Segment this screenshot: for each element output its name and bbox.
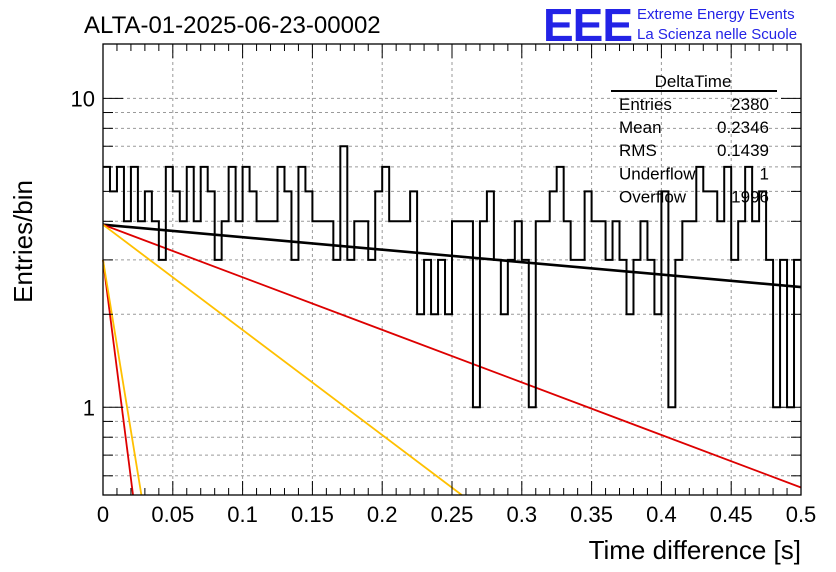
fit-line-red xyxy=(102,223,802,489)
x-tick-label: 0 xyxy=(97,502,109,527)
stats-row-label: RMS xyxy=(619,141,657,160)
stats-box-rows: Entries 2380 Mean 0.2346 RMS 0.1439 Underflow 1… xyxy=(619,95,769,206)
fit-line-yellow xyxy=(102,223,463,496)
stats-box: DeltaTime Entries 2380 Mean 0.2346 RMS 0.1439… xyxy=(611,72,777,206)
run-title: ALTA-01-2025-06-23-00002 xyxy=(84,12,381,39)
axis-ticks xyxy=(102,44,802,495)
y-axis-label: Entries/bin xyxy=(8,180,38,303)
stats-row-label: Overflow xyxy=(619,187,687,206)
fit-line-red xyxy=(102,259,134,496)
x-tick-label: 0.3 xyxy=(507,502,538,527)
x-tick-labels: 0 0.05 0.1 0.15 0.2 0.25 0.3 0.35 0.4 0.45 0.5 xyxy=(97,502,816,527)
stats-box-title: DeltaTime xyxy=(655,72,732,91)
histogram xyxy=(103,145,801,409)
stats-row-value: 1996 xyxy=(731,187,769,206)
logo-line-2: La Scienza nelle Scuole xyxy=(637,26,797,43)
x-tick-label: 0.25 xyxy=(431,502,474,527)
x-tick-label: 0.4 xyxy=(646,502,677,527)
y-tick-labels: 1 10 xyxy=(71,86,95,420)
x-tick-label: 0.45 xyxy=(710,502,753,527)
x-tick-label: 0.15 xyxy=(291,502,334,527)
x-axis-label: Time difference [s] xyxy=(589,535,801,565)
histogram-steps xyxy=(103,145,801,409)
eee-logo: EEE Extreme Energy Events La Scienza nel… xyxy=(543,0,797,51)
x-tick-label: 0.2 xyxy=(367,502,398,527)
y-tick-label: 1 xyxy=(83,395,95,420)
x-tick-label: 0.5 xyxy=(786,502,817,527)
stats-row-value: 0.1439 xyxy=(717,141,769,160)
stats-row-value: 0.2346 xyxy=(717,118,769,137)
x-tick-label: 0.1 xyxy=(227,502,258,527)
stats-row-label: Mean xyxy=(619,118,662,137)
fit-line-yellow xyxy=(102,259,143,496)
x-tick-label: 0.05 xyxy=(151,502,194,527)
stats-row-value: 2380 xyxy=(731,95,769,114)
logo-letters: EEE xyxy=(543,0,632,51)
y-tick-label: 10 xyxy=(71,86,95,111)
logo-line-1: Extreme Energy Events xyxy=(637,6,795,23)
x-tick-label: 0.35 xyxy=(570,502,613,527)
stats-row-value: 1 xyxy=(760,164,769,183)
stats-row-label: Underflow xyxy=(619,164,696,183)
stats-row-label: Entries xyxy=(619,95,672,114)
